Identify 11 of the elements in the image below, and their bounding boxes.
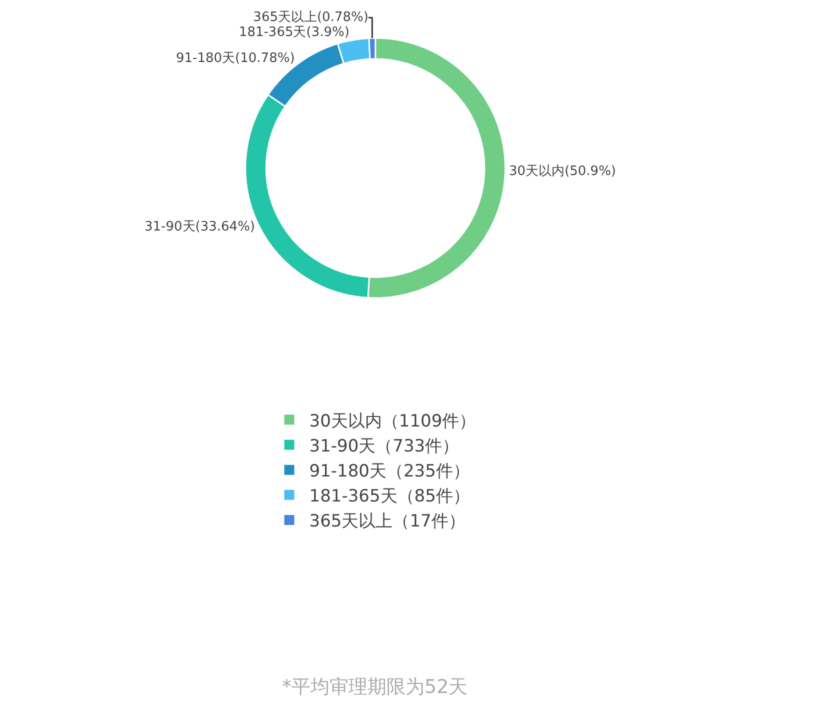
legend-label: 365天以上（17件） <box>309 512 466 532</box>
text: *平均审理期限为52天 <box>282 676 468 698</box>
legend-label: 181-365天（85件） <box>309 486 470 507</box>
data-label: 181-365天(3.9%) <box>238 25 350 40</box>
data-label: 31-90天(33.64%) <box>144 219 256 234</box>
legend-label: 91-180天（235件） <box>309 461 470 482</box>
legend-label: 31-90天（733件） <box>309 436 460 456</box>
data-label: 30天以内(50.9%) <box>509 164 616 180</box>
legend-label: 30天以内（1109件） <box>309 411 476 432</box>
data-label: 365天以上(0.78%) <box>253 10 368 26</box>
data-label: 91-180天(10.78%) <box>176 50 295 66</box>
